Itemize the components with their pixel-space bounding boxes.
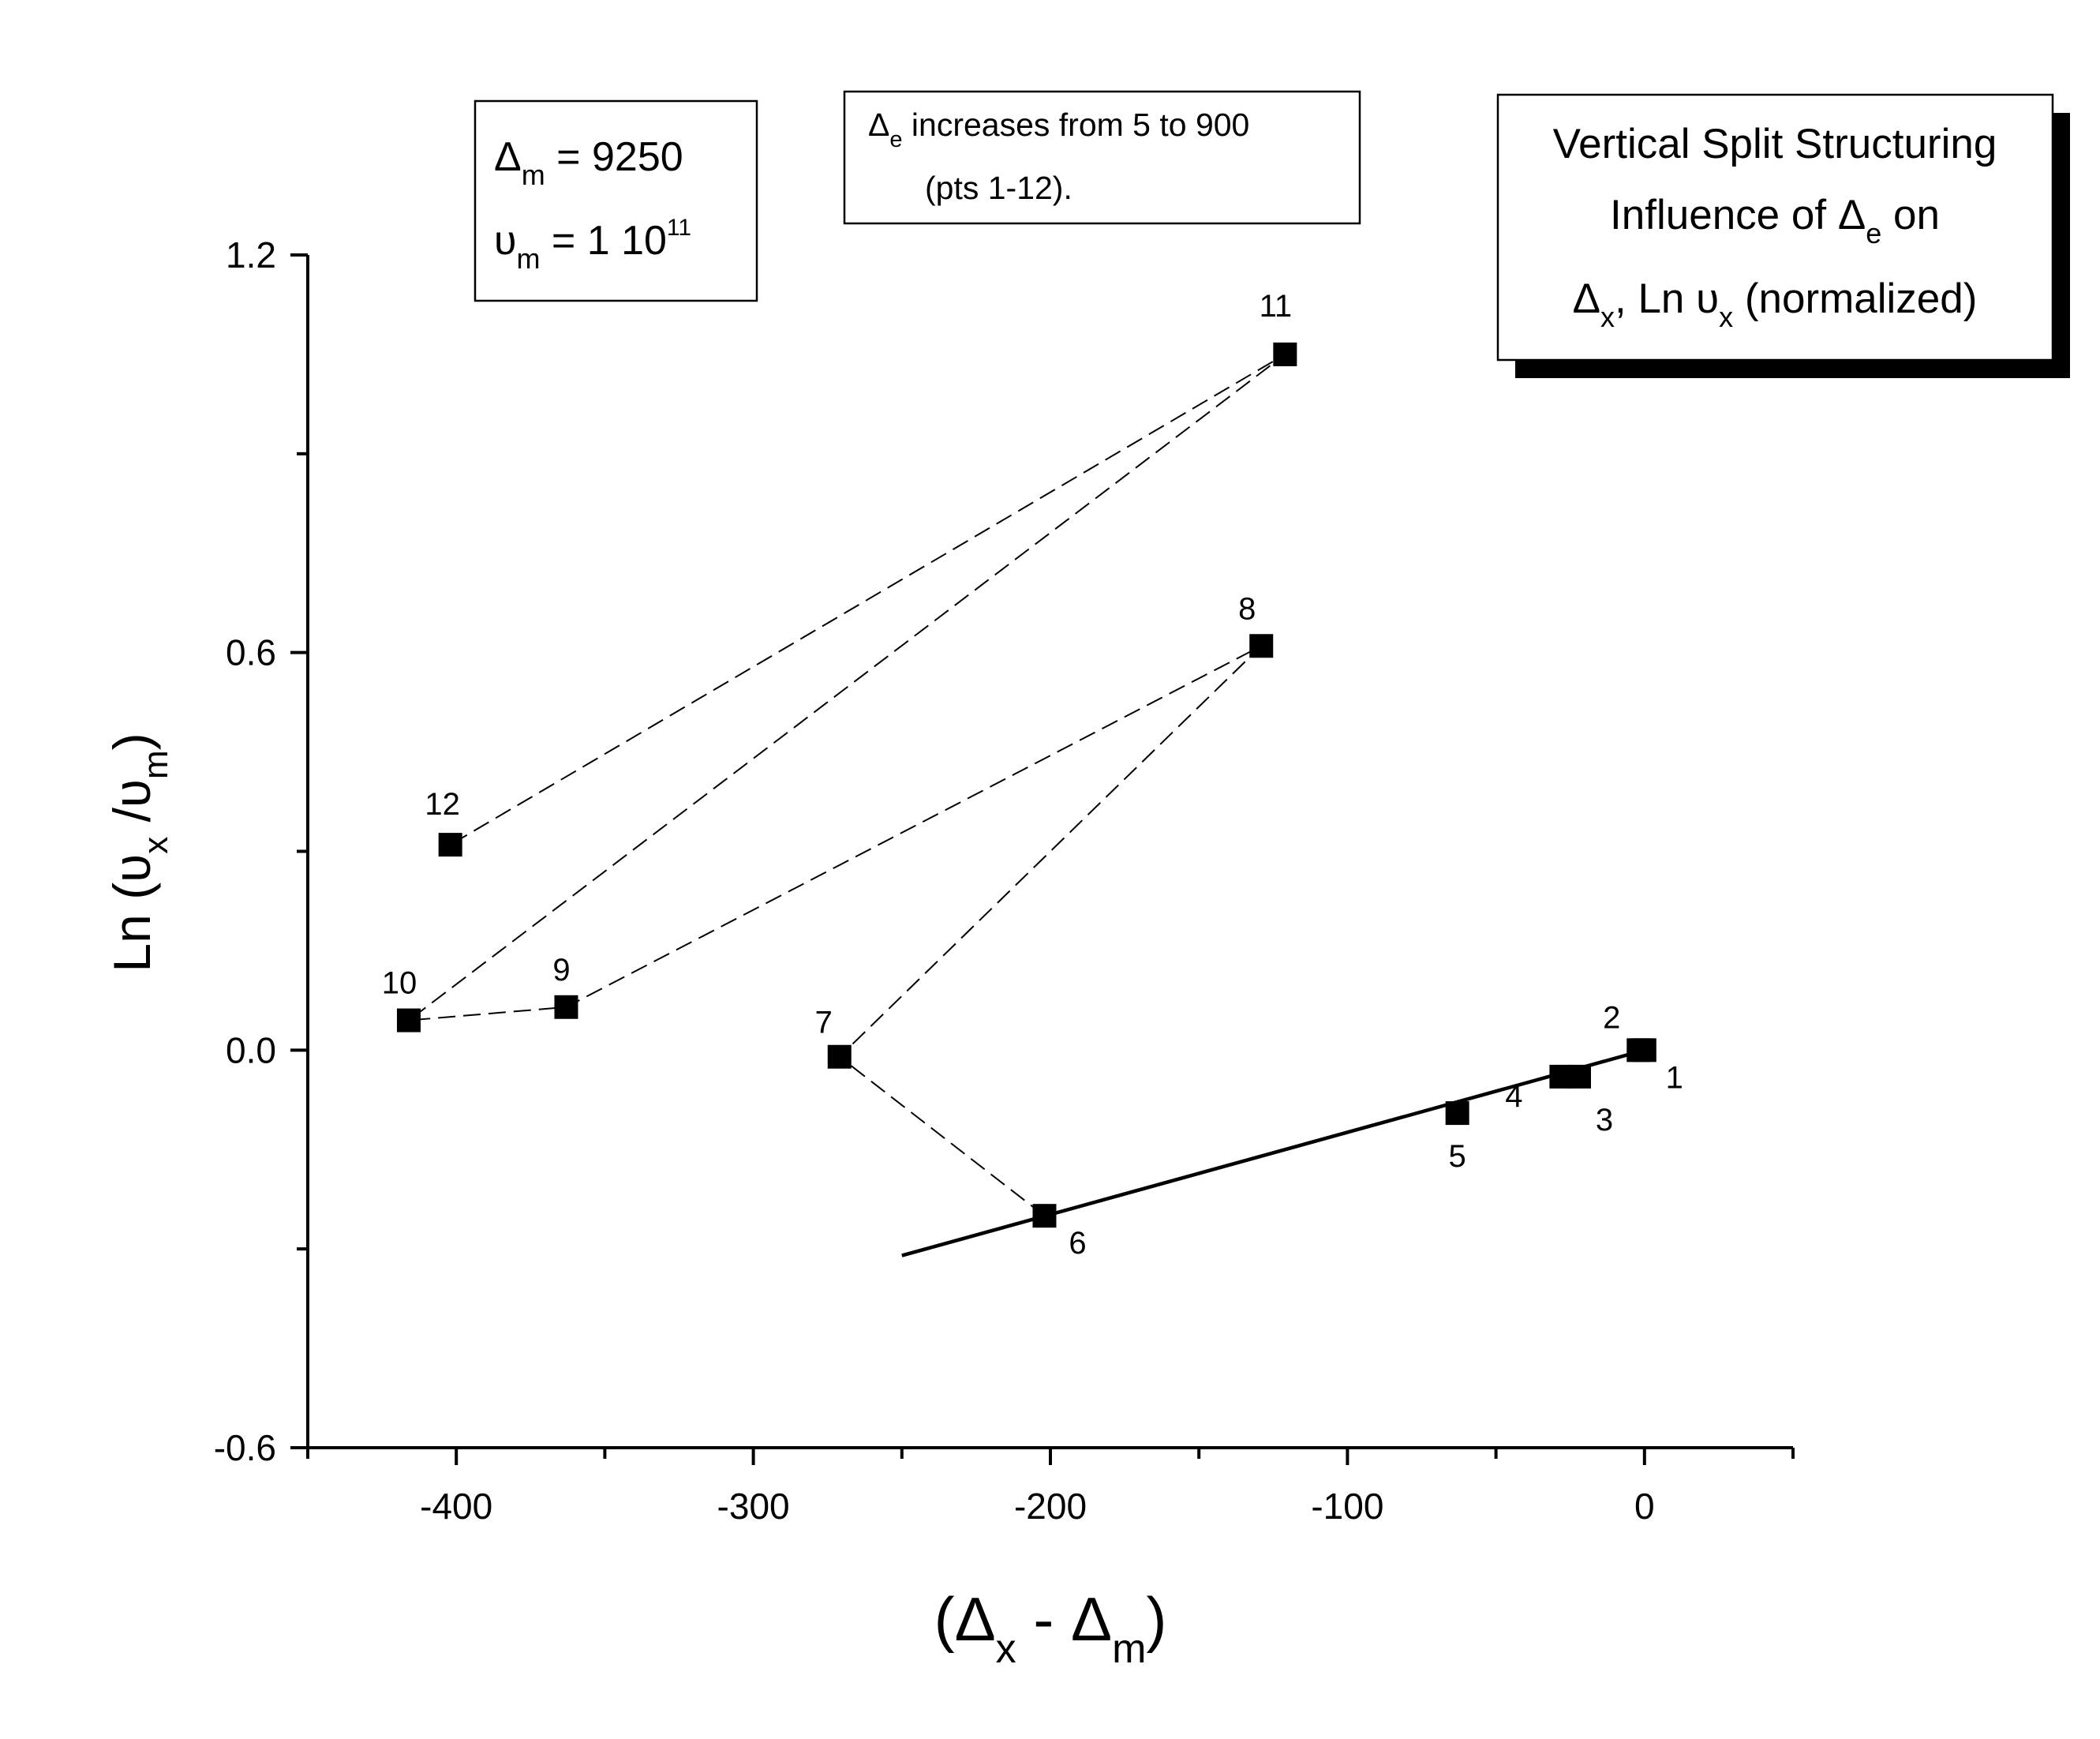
point-label: 2 bbox=[1603, 1000, 1620, 1035]
x-ticks: -400 -300 -200 -100 0 bbox=[306, 1448, 1795, 1527]
dashed-path-layer bbox=[406, 354, 1286, 1216]
y-ticks: -0.6 0.0 0.6 1.2 bbox=[214, 234, 308, 1468]
params-box-frame bbox=[474, 99, 758, 302]
point-label: 3 bbox=[1596, 1103, 1613, 1137]
points-layer bbox=[396, 342, 1656, 1228]
note-line-2: (pts 1-12). bbox=[925, 170, 1072, 206]
x-tick-label: -100 bbox=[1311, 1486, 1383, 1527]
y-tick-label: 1.2 bbox=[226, 234, 276, 275]
y-axis-title: Ln (υx /υm) bbox=[103, 733, 175, 972]
point-label: 11 bbox=[1260, 289, 1293, 324]
point-marker bbox=[827, 1044, 852, 1069]
y-tick-label: 0.6 bbox=[226, 632, 276, 673]
params-line-1: Δm = 9250 bbox=[494, 134, 683, 191]
params-line-2: υm = 1 1011 bbox=[494, 215, 691, 275]
point-label: 7 bbox=[815, 1006, 833, 1040]
point-label: 10 bbox=[382, 966, 417, 1001]
point-marker bbox=[554, 995, 578, 1019]
y-tick-label: 0.0 bbox=[226, 1029, 276, 1070]
title-line-2: Influence of Δe on bbox=[1610, 192, 1940, 249]
point-marker bbox=[396, 1008, 421, 1033]
x-tick-label: -200 bbox=[1014, 1486, 1087, 1527]
title-line-1: Vertical Split Structuring bbox=[1553, 121, 1997, 167]
title-line-3: Δx, Ln υx (normalized) bbox=[1573, 275, 1978, 333]
axes: -400 -300 -200 -100 0 -0.6 0.0 0.6 1.2 bbox=[214, 234, 1795, 1527]
title-box-frame bbox=[1496, 93, 2054, 362]
point-label: 9 bbox=[552, 953, 570, 988]
x-axis-title: (Δx - Δm) bbox=[934, 1584, 1167, 1672]
point-label: 8 bbox=[1238, 591, 1256, 626]
point-label: 5 bbox=[1449, 1139, 1466, 1174]
fit-line bbox=[901, 1048, 1645, 1257]
point-marker bbox=[1249, 634, 1274, 658]
x-tick-label: 0 bbox=[1634, 1486, 1655, 1527]
point-marker bbox=[1549, 1064, 1574, 1089]
point-marker bbox=[1445, 1101, 1469, 1126]
point-label: 4 bbox=[1505, 1079, 1522, 1114]
point-marker bbox=[438, 833, 462, 857]
note-box-frame bbox=[843, 90, 1361, 225]
y-tick-label: -0.6 bbox=[214, 1427, 276, 1468]
point-label: 12 bbox=[425, 787, 460, 822]
x-tick-label: -400 bbox=[420, 1486, 492, 1527]
note-line-1: Δe increases from 5 to 900 bbox=[868, 107, 1249, 152]
note-box: Δe increases from 5 to 900 (pts 1-12). bbox=[843, 90, 1361, 225]
x-tick-label: -300 bbox=[717, 1486, 790, 1527]
point-marker bbox=[1273, 342, 1297, 366]
title-box: Vertical Split Structuring Influence of … bbox=[1496, 93, 2070, 378]
point-marker bbox=[1626, 1038, 1651, 1063]
point-label: 1 bbox=[1666, 1060, 1683, 1095]
point-label: 6 bbox=[1069, 1226, 1086, 1261]
dashed-path bbox=[406, 354, 1286, 1216]
fit-line-layer bbox=[901, 1048, 1645, 1257]
params-box: Δm = 9250 υm = 1 1011 bbox=[474, 99, 758, 302]
point-marker bbox=[1032, 1204, 1057, 1228]
